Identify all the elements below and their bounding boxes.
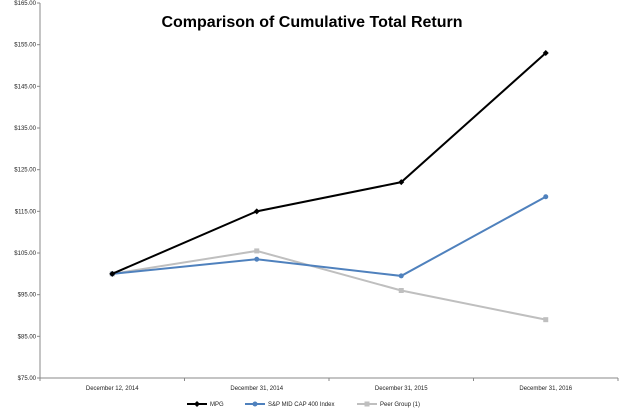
legend: MPG S&P MID CAP 400 Index Peer Group (1) xyxy=(187,401,420,408)
x-tick-label: December 31, 2016 xyxy=(519,386,572,392)
y-tick-label: $85.00 xyxy=(18,334,37,340)
axes xyxy=(39,3,618,379)
legend-marker xyxy=(252,401,258,407)
data-point xyxy=(254,248,260,254)
data-point xyxy=(109,270,116,277)
y-tick-label: $155.00 xyxy=(14,43,36,49)
y-tick-label: $165.00 xyxy=(14,1,36,7)
data-point xyxy=(253,208,260,215)
data-point xyxy=(398,273,404,279)
data-point xyxy=(543,194,549,200)
series-s-p-mid-cap-400-index xyxy=(109,194,549,279)
series-mpg xyxy=(109,50,549,277)
legend-label: MPG xyxy=(210,402,224,408)
x-tick-label: December 31, 2014 xyxy=(230,386,283,392)
series-peer-group-1 xyxy=(109,248,549,323)
y-tick-label: $105.00 xyxy=(14,251,36,257)
y-tick-label: $125.00 xyxy=(14,168,36,174)
legend-item: MPG xyxy=(187,401,224,408)
series-line xyxy=(112,249,546,321)
series-line xyxy=(111,52,547,275)
y-tick-label: $115.00 xyxy=(15,209,37,215)
data-point xyxy=(398,179,405,186)
y-axis-ticks: $75.00 $85.00 $95.00 $105.00 $115.00 $125.00 $… xyxy=(14,1,40,382)
y-tick-label: $135.00 xyxy=(14,126,36,132)
legend-label: S&P MID CAP 400 Index xyxy=(268,402,334,408)
x-tick-label: December 31, 2015 xyxy=(375,386,428,392)
data-point xyxy=(543,317,549,323)
legend-marker xyxy=(364,401,370,407)
y-tick-label: $95.00 xyxy=(18,293,37,299)
chart-title: Comparison of Cumulative Total Return xyxy=(161,14,463,31)
data-point xyxy=(542,50,549,56)
series-layer xyxy=(109,50,549,323)
data-point xyxy=(398,288,404,293)
series-line xyxy=(112,195,547,277)
y-tick-label: $145.00 xyxy=(14,84,36,90)
legend-marker xyxy=(194,401,200,407)
legend-label: Peer Group (1) xyxy=(380,402,420,408)
legend-item: S&P MID CAP 400 Index xyxy=(245,401,334,408)
x-tick-label: December 12, 2014 xyxy=(86,386,139,392)
y-tick-label: $75.00 xyxy=(18,376,37,382)
data-point xyxy=(254,256,260,262)
x-axis-ticks: December 12, 2014 December 31, 2014 Decemb… xyxy=(39,378,619,392)
legend-item: Peer Group (1) xyxy=(357,401,420,408)
